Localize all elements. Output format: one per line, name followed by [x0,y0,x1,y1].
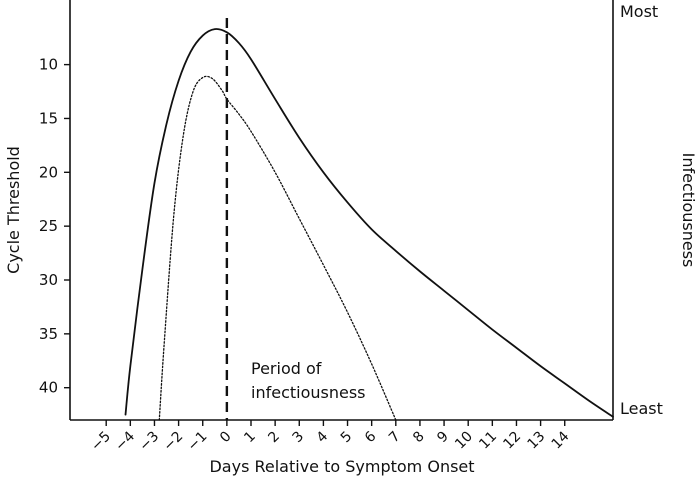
series-layer [124,18,614,421]
x-tick-label: 12 [500,429,524,453]
y-axis-ticks: 10 15 20 25 30 35 40 [39,56,70,397]
y-tick-label: 10 [39,56,58,74]
x-tick-label: 13 [525,429,549,453]
x-tick-label: 0 [217,429,235,447]
y-tick-label: 25 [39,217,58,235]
x-tick-label: 10 [452,429,476,453]
y-tick-label: 20 [39,163,58,181]
y2-axis-title: Infectiousness [679,153,698,268]
x-tick-label: −1 [185,429,211,455]
y2-top-label: Most [620,2,658,21]
x-tick-label: 9 [434,429,452,447]
y-tick-label: 30 [39,271,58,289]
x-tick-label: 7 [386,429,404,447]
x-tick-label: 6 [362,428,380,446]
x-axis-title: Days Relative to Symptom Onset [209,457,474,476]
annotation-line-2: infectiousness [251,383,366,402]
x-tick-label: 2 [265,429,283,447]
x-tick-label: 3 [289,429,307,447]
x-tick-label: −4 [112,428,138,454]
x-tick-label: 8 [410,429,428,447]
x-tick-label: −3 [136,429,162,455]
y-tick-label: 40 [39,379,58,397]
x-tick-label: 1 [241,429,259,447]
x-tick-label: −2 [161,429,187,455]
x-tick-label: 4 [314,428,332,446]
y-tick-label: 15 [39,109,58,127]
x-tick-label: 5 [338,429,356,447]
y-axis-title: Cycle Threshold [4,146,23,274]
x-tick-label: −5 [88,429,114,455]
annotation-line-1: Period of [251,359,322,378]
plot-area [69,0,614,421]
series-line-dotted [158,75,397,421]
x-tick-label: 14 [549,428,573,452]
series-line-solid [124,28,614,418]
y2-bottom-label: Least [620,399,663,418]
x-tick-label: 11 [476,429,500,453]
y-tick-label: 35 [39,325,58,343]
x-axis-ticks: −5−4−3−2−1 0 1 2 3 4 5 6 7 8 9 10 11 12 13 14 [88,420,573,455]
